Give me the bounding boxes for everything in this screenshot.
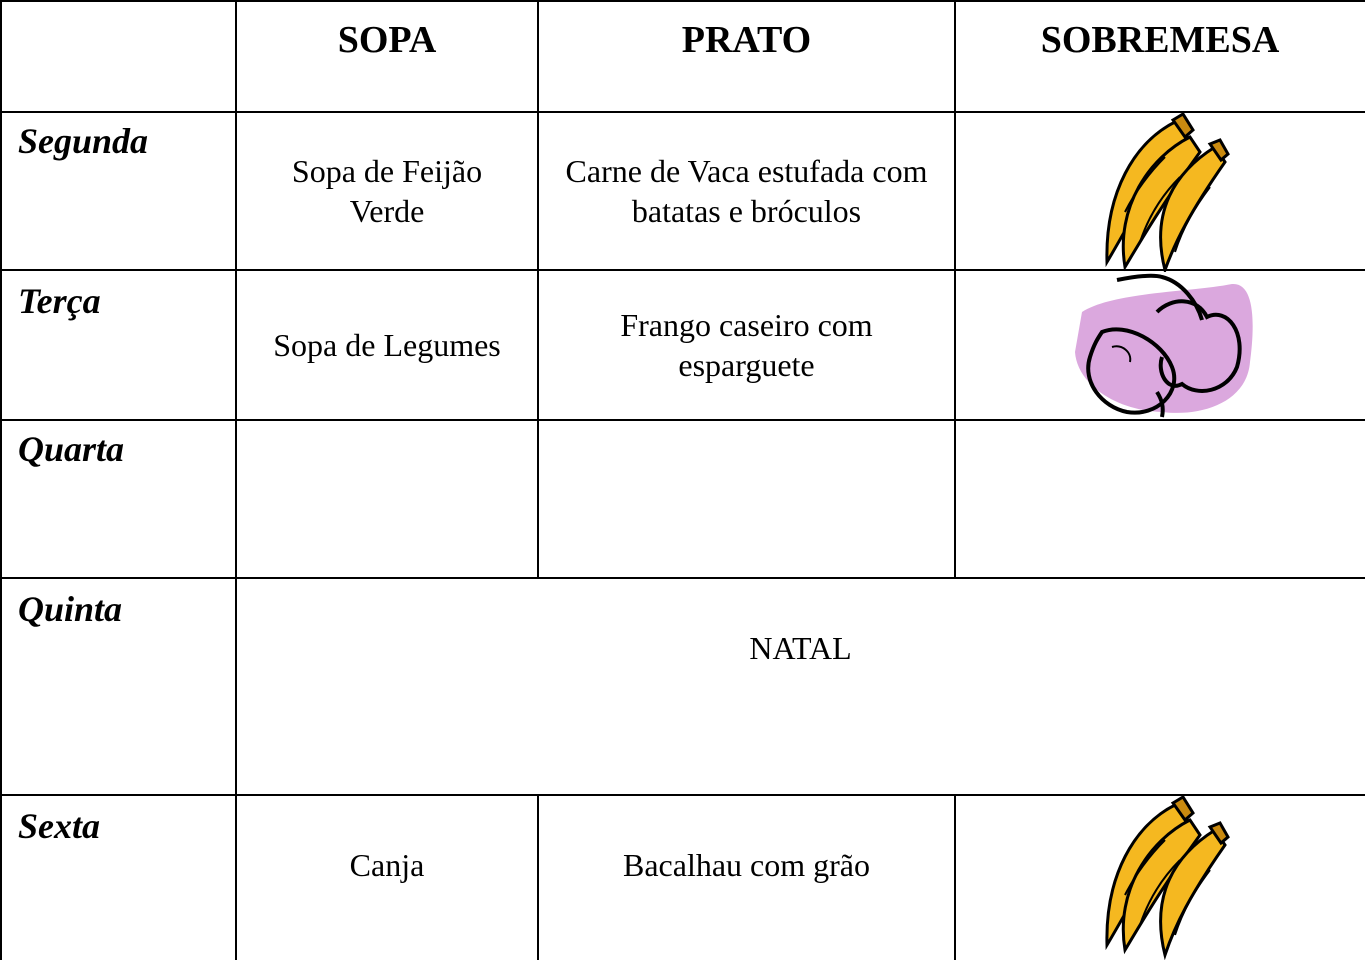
banana-image [1105,112,1230,272]
apple-image [1075,273,1253,418]
border [0,419,1365,421]
row-header: Segunda [18,121,149,161]
border [235,0,237,960]
cell: Carne de Vaca estufada com batatas e bró… [565,153,928,229]
border [954,0,956,578]
border [537,795,539,960]
column-header: PRATO [681,19,812,61]
cell: Sopa de Legumes [273,327,501,363]
border [537,0,539,578]
column-header: SOBREMESA [1040,19,1280,61]
row-header: Terça [18,281,101,321]
border [954,795,956,960]
cell: Sopa de Feijão Verde [291,153,483,229]
border [0,794,1365,796]
border [0,269,1365,271]
cell: Bacalhau com grão [623,847,870,883]
cell: Canja [349,847,425,883]
border [0,111,1365,113]
banana-image [1105,795,1230,960]
row-header: Sexta [18,806,101,846]
border [0,0,1365,2]
column-header: SOPA [337,19,437,61]
row-header: Quarta [18,429,125,469]
cell: Frango caseiro com esparguete [620,307,873,383]
border [0,0,2,960]
border [0,577,1365,579]
cell: NATAL [749,630,852,666]
row-header: Quinta [18,589,123,629]
